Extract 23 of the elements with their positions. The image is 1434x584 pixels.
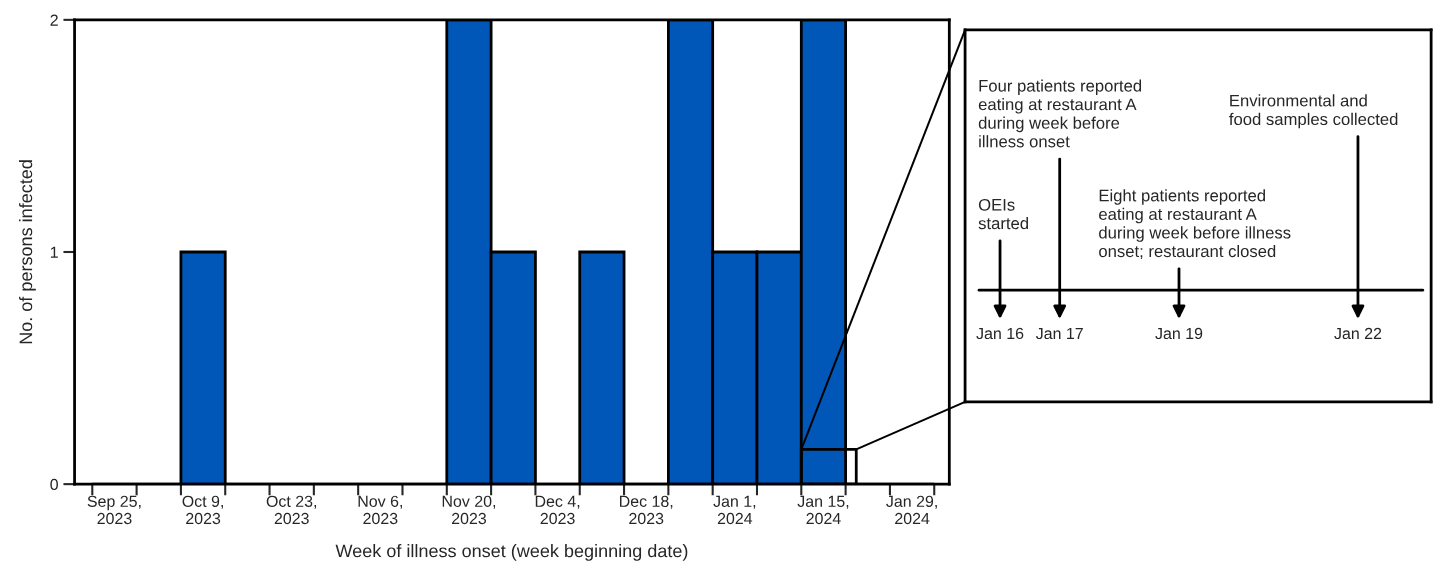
x-tick-label: Jan 15, 2024 bbox=[797, 495, 849, 525]
category-label: Jan 17 bbox=[1035, 327, 1083, 340]
x-tick-label: Nov 6, 2023 bbox=[358, 495, 402, 525]
text: Eight patients reported eating at restaurant A during week before illness onset; restaurant closed bbox=[1099, 189, 1291, 260]
x-tick-label: Oct 23, 2023 bbox=[266, 495, 317, 525]
y-tick-label: 0 bbox=[50, 478, 58, 491]
x-tick-label: Nov 20, 2023 bbox=[442, 495, 496, 525]
text: Environmental and food samples collected bbox=[1229, 94, 1398, 129]
text: OEIs started bbox=[978, 198, 1029, 230]
y-tick-label: 2 bbox=[50, 14, 58, 26]
x-tick-label: Dec 4, 2023 bbox=[535, 495, 580, 525]
x-axis-title: Week of illness onset (week beginning date) bbox=[335, 544, 688, 561]
x-tick-label: Sep 25, 2023 bbox=[87, 495, 141, 525]
category-label: Jan 16 bbox=[976, 327, 1024, 340]
x-tick-label: Dec 18, 2023 bbox=[620, 495, 673, 525]
x-tick-label: Oct 9, 2023 bbox=[182, 495, 223, 525]
text: Four patients reported eating at restaurant A during week before illness onset bbox=[978, 79, 1142, 148]
category-label: Jan 22 bbox=[1334, 327, 1382, 340]
y-axis-title: No. of persons infected bbox=[18, 160, 36, 344]
x-tick-label: Jan 1, 2024 bbox=[713, 495, 756, 525]
y-tick-label: 1 bbox=[50, 246, 58, 258]
x-tick-label: Jan 29, 2024 bbox=[886, 495, 937, 525]
category-label: Jan 19 bbox=[1155, 327, 1203, 340]
